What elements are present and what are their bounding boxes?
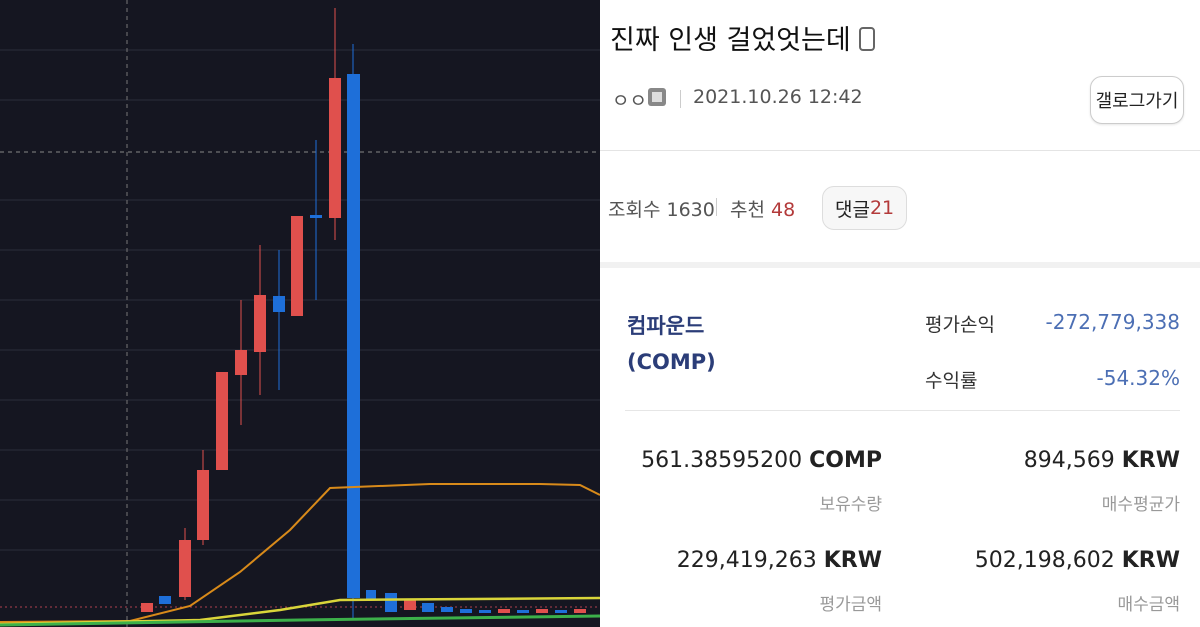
price-chart-screenshot bbox=[0, 0, 600, 627]
figure-amount: 894,569 KRW bbox=[1024, 448, 1180, 473]
ma-line-green bbox=[0, 614, 600, 627]
phone-icon bbox=[859, 27, 876, 51]
title-text: 진짜 인생 걸었엇는데 bbox=[610, 25, 851, 56]
summary-value: -272,779,338 bbox=[1045, 310, 1180, 334]
unit: KRW bbox=[1121, 448, 1180, 473]
summary-label: 수익률 bbox=[925, 370, 978, 392]
author: ㅇㅇ bbox=[612, 90, 647, 112]
amount: 229,419,263 bbox=[676, 548, 817, 573]
coin-name: 컴파운드 bbox=[627, 314, 705, 338]
amount: 502,198,602 bbox=[974, 548, 1115, 573]
recommend: 추천 48 bbox=[730, 195, 795, 222]
figure-amount: 561.38595200 COMP bbox=[641, 448, 882, 473]
separator bbox=[600, 150, 1200, 151]
unit: KRW bbox=[823, 548, 882, 573]
divider bbox=[716, 198, 717, 216]
views-label: 조회수 bbox=[608, 199, 661, 221]
summary-label: 평가손익 bbox=[925, 314, 995, 336]
amount: 561.38595200 bbox=[641, 448, 803, 473]
post-title: 진짜 인생 걸었엇는데 bbox=[610, 18, 876, 57]
comments-value: 21 bbox=[869, 197, 895, 219]
comments[interactable]: 댓글 21 bbox=[822, 186, 908, 230]
separator bbox=[625, 410, 1180, 411]
figure-label: 매수평균가 bbox=[1101, 495, 1180, 515]
figure-label: 보유수량 bbox=[819, 495, 882, 515]
unit: KRW bbox=[1121, 548, 1180, 573]
post-screenshot: 진짜 인생 걸었엇는데 ㅇㅇ 2021.10.26 12:42 갤로그가기 조회… bbox=[600, 0, 1200, 627]
figure-amount: 502,198,602 KRW bbox=[975, 548, 1180, 573]
views: 조회수 1630 bbox=[608, 195, 715, 222]
coin-ticker: (COMP) bbox=[627, 350, 716, 374]
ma-line-orange bbox=[0, 483, 600, 623]
unit: COMP bbox=[809, 448, 882, 473]
chart-grid bbox=[0, 49, 600, 551]
amount: 894,569 bbox=[1023, 448, 1115, 473]
figure-label: 평가금액 bbox=[819, 595, 882, 615]
figure-amount: 229,419,263 KRW bbox=[677, 548, 882, 573]
section-band bbox=[600, 262, 1200, 268]
gallog-button[interactable]: 갤로그가기 bbox=[1090, 76, 1184, 124]
recommend-value: 48 bbox=[771, 199, 796, 221]
gallog-icon bbox=[648, 88, 666, 106]
figure-label: 매수금액 bbox=[1117, 595, 1180, 615]
summary-value: -54.32% bbox=[1096, 366, 1180, 390]
post-date: 2021.10.26 12:42 bbox=[693, 86, 863, 108]
candles bbox=[141, 8, 586, 620]
recommend-label: 추천 bbox=[730, 199, 765, 221]
views-value: 1630 bbox=[666, 199, 715, 221]
divider bbox=[680, 90, 681, 108]
comments-label: 댓글 bbox=[835, 198, 870, 221]
